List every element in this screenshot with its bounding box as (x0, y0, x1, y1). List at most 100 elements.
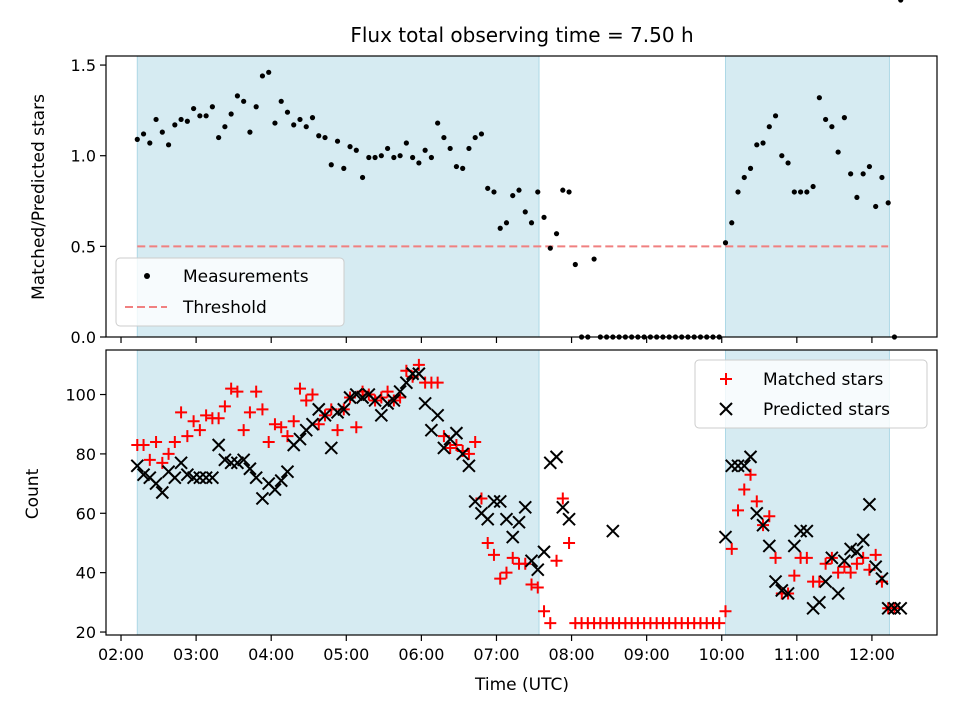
measurement-point (366, 154, 372, 161)
top-x-axis-ticks (120, 337, 873, 343)
x-tick-label: 07:00 (473, 645, 519, 664)
matched-star-point (268, 418, 281, 431)
bottom-x-axis-ticks: 02:00 03:00 04:00 05:00 06:00 07:00 08:00 09:00… (98, 635, 895, 664)
measurement-point (785, 160, 791, 166)
matched-star-point (525, 578, 538, 591)
matched-star-point (200, 409, 213, 422)
matched-star-point (187, 415, 200, 428)
measurement-point (241, 98, 247, 104)
matched-star-point (150, 436, 163, 449)
matched-star-point (750, 495, 763, 508)
predicted-star-point (499, 512, 514, 526)
measurement-point (378, 153, 384, 159)
bottom-y-tick-label: 60 (76, 504, 96, 523)
matched-star-point (250, 385, 263, 398)
predicted-star-point (318, 408, 332, 423)
measurement-point (460, 165, 466, 171)
predicted-star-point (468, 494, 482, 509)
measurement-point (747, 165, 754, 171)
predicted-star-point (493, 494, 507, 509)
bottom-legend: Matched stars Predicted stars (694, 359, 928, 429)
predicted-star-point (481, 512, 495, 526)
matched-star-point (162, 447, 175, 460)
measurement-point (722, 240, 729, 246)
measurement-point (410, 154, 416, 161)
measurement-point (572, 261, 578, 268)
measurement-point (522, 209, 528, 215)
measurement-point (816, 95, 822, 101)
measurement-point (284, 109, 291, 115)
measurement-point (384, 145, 391, 152)
measurements-points (134, 0, 904, 340)
legend-predicted-label: Predicted stars (763, 400, 890, 420)
predicted-star-point (531, 562, 545, 577)
matched-star-point (306, 388, 319, 401)
measurement-point (428, 154, 434, 161)
predicted-star-point (562, 512, 576, 526)
predicted-star-point (831, 586, 845, 601)
legend-matched-label: Matched stars (763, 370, 883, 390)
legend-measurements-label: Measurements (183, 267, 309, 287)
matched-star-point (832, 566, 845, 579)
bottom-shaded-interval-1 (136, 349, 540, 636)
predicted-star-point (274, 473, 288, 488)
measurement-point (216, 134, 222, 141)
predicted-star-point (387, 393, 401, 408)
measurement-point (535, 189, 541, 195)
measurement-point (259, 73, 266, 79)
top-y-tick-label: 0.0 (71, 328, 96, 347)
bottom-plot-frame (105, 349, 938, 636)
measurement-point (823, 116, 829, 123)
matched-star-point (838, 560, 851, 573)
top-shaded-interval-2 (724, 55, 890, 338)
measurement-point (197, 113, 203, 119)
measurement-point (873, 203, 879, 210)
predicted-star-point (236, 453, 251, 467)
x-tick-label: 10:00 (699, 645, 745, 664)
matched-star-point (556, 492, 569, 505)
matched-star-point (293, 382, 306, 395)
measurement-point (228, 111, 234, 117)
predicted-star-point (368, 393, 382, 408)
matched-star-point (713, 617, 726, 630)
measurement-point (391, 154, 397, 161)
predicted-star-point (793, 524, 808, 538)
matched-star-point (225, 382, 238, 395)
predicted-star-point (211, 438, 226, 452)
predicted-star-point (512, 515, 526, 529)
predicted-star-point (518, 500, 532, 515)
predicted-star-point (399, 375, 414, 390)
bottom-y-tick-label: 40 (76, 564, 96, 583)
matched-star-point (500, 566, 513, 579)
matched-star-point (300, 394, 313, 407)
measurement-point (234, 93, 241, 99)
measurement-point (247, 129, 253, 135)
predicted-star-point (750, 506, 764, 520)
measurement-point (860, 171, 866, 177)
predicted-star-point (737, 459, 751, 473)
measurement-point (172, 122, 178, 128)
matched-star-point (800, 551, 813, 564)
matched-star-point (506, 551, 519, 564)
measurement-point (372, 154, 378, 161)
measurement-point (441, 134, 447, 141)
measurement-point (191, 105, 197, 112)
measurement-point (203, 113, 209, 119)
matched-star-point (544, 617, 557, 630)
predicted-star-point (718, 530, 733, 544)
predicted-star-point (781, 586, 795, 601)
predicted-star-point (186, 470, 201, 485)
measurement-point (447, 145, 453, 152)
predicted-star-point (487, 494, 501, 509)
x-tick-label: 02:00 (98, 645, 144, 664)
matched-star-point (719, 605, 732, 618)
predicted-star-point (537, 545, 551, 559)
measurement-point (353, 147, 359, 153)
measurement-point (797, 189, 804, 195)
predicted-star-point (800, 524, 814, 538)
predicted-star-point (224, 456, 238, 470)
predicted-star-point (862, 497, 877, 512)
x-tick-label: 03:00 (173, 645, 219, 664)
predicted-star-point (149, 476, 163, 491)
top-y-tick-label: 1.5 (71, 56, 96, 75)
